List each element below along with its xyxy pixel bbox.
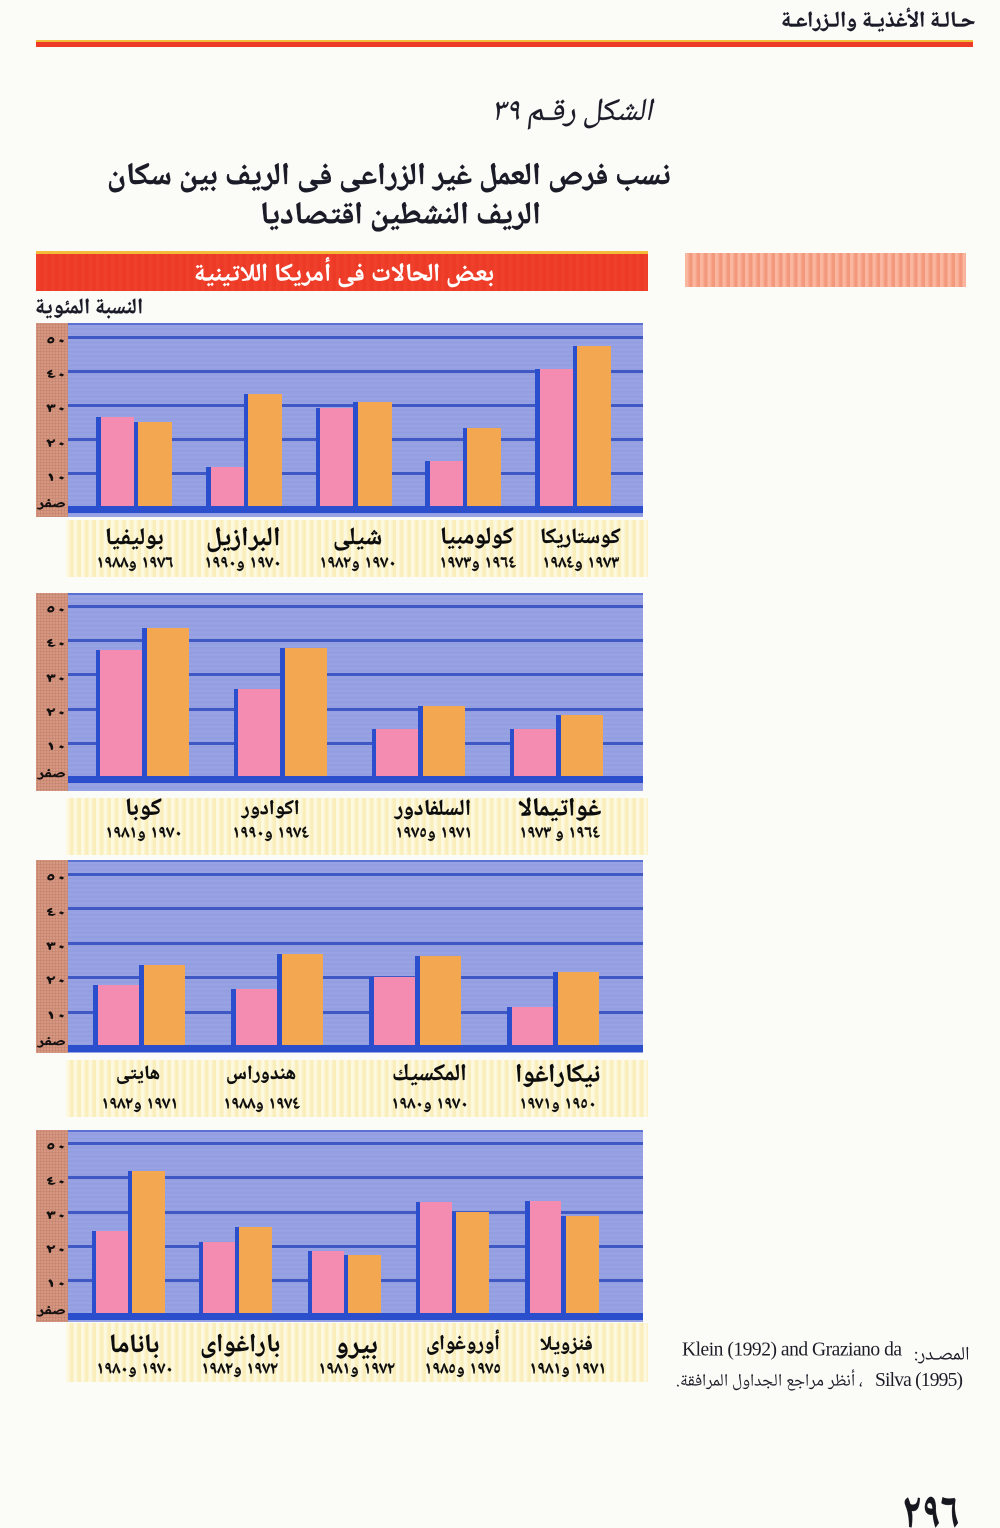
svg-text:Klein (1992) and Graziano da: Klein (1992) and Graziano da: [682, 1340, 902, 1361]
svg-text:Silva (1995): Silva (1995): [875, 1370, 963, 1391]
